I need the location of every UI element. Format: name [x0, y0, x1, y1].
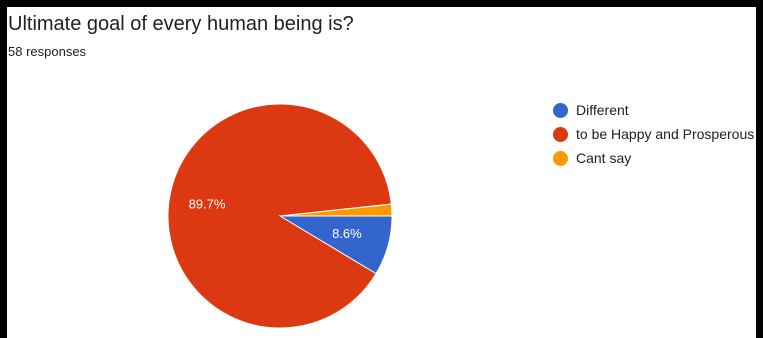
legend-swatch-to-be-happy-and-prosperous: [553, 126, 568, 142]
legend-label-cant-say: Cant say: [576, 150, 632, 166]
legend-item-different: Different: [553, 98, 754, 122]
chart-title: Ultimate goal of every human being is?: [8, 13, 354, 35]
legend-swatch-cant-say: [553, 150, 568, 166]
pie-slice-to-be-happy-and-prosperous: [167, 103, 392, 329]
pie-chart: 8.6% 89.7%: [167, 103, 393, 329]
legend-item-to-be-happy-and-prosperous: to be Happy and Prosperous: [553, 122, 754, 146]
legend-item-cant-say: Cant say: [553, 146, 754, 170]
legend-label-to-be-happy-and-prosperous: to be Happy and Prosperous: [576, 126, 755, 142]
chart-card: Ultimate goal of every human being is? 5…: [7, 7, 756, 338]
legend-label-different: Different: [576, 102, 629, 118]
data-label-different: 8.6%: [332, 226, 362, 241]
response-count: 58 responses: [8, 44, 87, 59]
chart-legend: Different to be Happy and Prosperous Cant …: [553, 98, 754, 170]
legend-swatch-different: [553, 102, 568, 118]
data-label-to-be-happy-and-prosperous: 89.7%: [189, 196, 226, 211]
